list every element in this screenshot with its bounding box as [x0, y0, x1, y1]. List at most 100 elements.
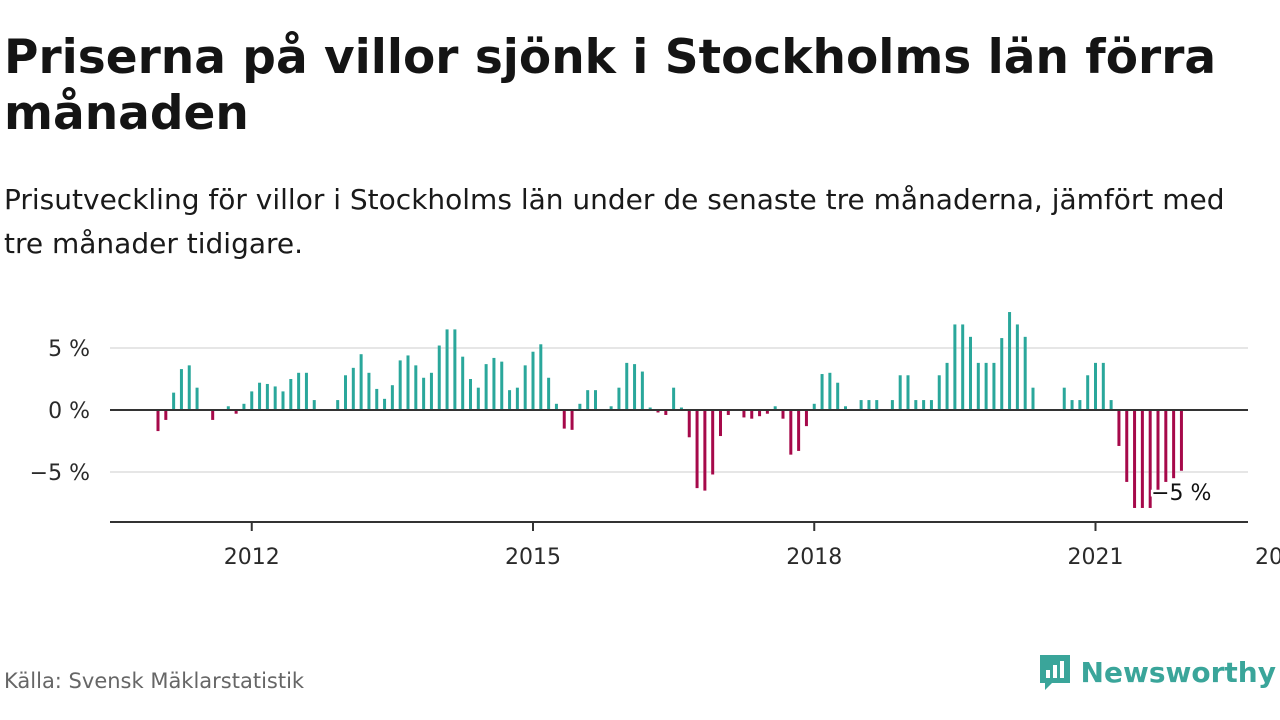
bar-positive [594, 390, 597, 410]
bar-negative [1133, 410, 1137, 508]
bar-positive [648, 407, 652, 410]
bar-negative [164, 410, 168, 420]
bar-positive [1008, 312, 1012, 410]
bar-positive [179, 369, 183, 410]
bar-positive [672, 387, 676, 410]
bar-positive [890, 400, 894, 410]
bar-positive [383, 398, 387, 410]
bar-positive [812, 403, 816, 410]
bar-positive [953, 324, 957, 410]
bar-positive [523, 365, 527, 410]
bar-positive [1094, 362, 1097, 410]
bar-positive [344, 375, 347, 410]
bar-positive [390, 385, 394, 410]
bar-positive [461, 356, 465, 410]
bar-negative [664, 410, 668, 415]
bar-positive [906, 375, 910, 410]
bar-positive [422, 377, 426, 410]
bar-positive [265, 383, 269, 410]
bar-negative [156, 410, 160, 432]
bar-positive [867, 400, 871, 410]
bar-positive [195, 387, 199, 410]
bar-positive [1078, 400, 1082, 410]
bar-negative [570, 410, 574, 430]
bar-positive [586, 390, 590, 410]
bar-positive [484, 364, 488, 410]
bar-positive [172, 392, 176, 410]
axes [110, 409, 1248, 531]
bar-negative [726, 410, 730, 415]
bar-positive [1070, 400, 1074, 410]
bar-positive [679, 407, 683, 410]
bar-negative [703, 410, 707, 491]
bar-positive [375, 388, 379, 410]
bar-positive [187, 365, 191, 410]
bar-positive [1101, 362, 1105, 410]
bar-positive [898, 375, 902, 410]
bar-negative [742, 410, 746, 418]
x-tick-label: 2023 [1255, 545, 1280, 570]
bar-negative [765, 410, 769, 414]
bar-positive [492, 357, 496, 410]
bar-positive [1062, 387, 1066, 410]
bar-negative [234, 410, 238, 414]
bar-positive [922, 400, 926, 410]
bar-positive [336, 400, 340, 410]
y-tick-label: 0 % [48, 399, 90, 424]
bar-positive [289, 379, 293, 410]
chart-title: Priserna på villor sjönk i Stockholms lä… [4, 30, 1217, 141]
brand[interactable]: Newsworthy [1037, 652, 1276, 692]
x-tick-label: 2021 [1068, 545, 1124, 570]
bar-positive [1023, 336, 1027, 410]
bar-positive [476, 387, 480, 410]
bar-positive [297, 372, 301, 410]
bar-positive [304, 372, 308, 410]
bar-positive [273, 386, 277, 410]
bar-negative [750, 410, 754, 419]
bar-negative [687, 410, 691, 438]
bar-positive [937, 375, 941, 410]
bar-positive [875, 400, 879, 410]
bar-chart: 5 % 0 % −5 % 2012 2015 2018 2021 2023 −5 % [30, 312, 1280, 570]
bar-positive [547, 377, 551, 410]
chart-subtitle: Prisutveckling för villor i Stockholms l… [4, 183, 1225, 260]
bar-positive [859, 400, 863, 410]
bar-positive [539, 344, 543, 410]
x-tick-label: 2015 [505, 545, 561, 570]
end-value-label: −5 % [1151, 481, 1211, 506]
bar-positive [515, 387, 519, 410]
labels: 5 % 0 % −5 % 2012 2015 2018 2021 2023 −5 % [30, 337, 1280, 570]
bar-positive [828, 372, 832, 410]
bar-negative [1164, 410, 1168, 482]
bar-positive [437, 345, 441, 410]
bar-positive [250, 391, 254, 410]
bar-positive [1000, 338, 1004, 410]
bar-negative [711, 410, 715, 475]
bar-positive [414, 365, 418, 410]
bar-positive [961, 324, 965, 410]
bar-positive [945, 362, 949, 410]
bar-positive [226, 406, 230, 410]
bar-positive [844, 406, 847, 410]
bar-negative [789, 410, 793, 455]
bar-positive [312, 400, 316, 410]
bar-negative [781, 410, 785, 419]
bar-positive [773, 406, 777, 410]
bar-positive [453, 329, 457, 410]
bar-positive [617, 387, 621, 410]
bar-positive [367, 372, 371, 410]
grid-lines [110, 347, 1248, 473]
bar-negative [719, 410, 722, 437]
bar-negative [1172, 410, 1176, 479]
bar-positive [508, 390, 512, 410]
brand-name: Newsworthy [1080, 655, 1276, 689]
bar-positive [625, 362, 629, 410]
bar-positive [445, 329, 449, 410]
x-tick-label: 2012 [224, 545, 280, 570]
bar-negative [1156, 410, 1160, 495]
bar-negative [758, 410, 762, 417]
bar-positive [258, 382, 262, 410]
bar-negative [1179, 410, 1183, 471]
source-note: Källa: Svensk Mäklarstatistik [4, 669, 305, 693]
bar-positive [500, 361, 504, 410]
